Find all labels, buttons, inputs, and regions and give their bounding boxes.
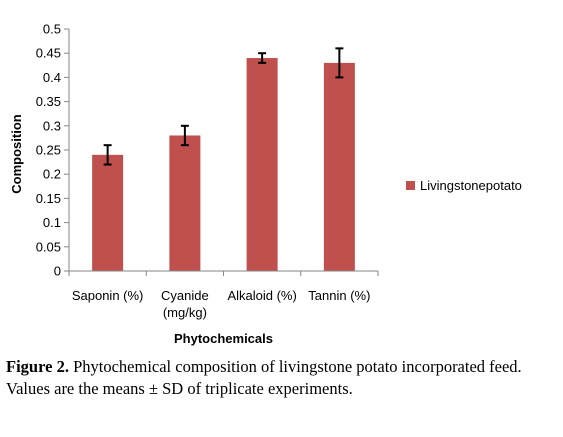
legend: Livingstonepotato [406,178,522,193]
y-tick-label: 0.1 [43,215,61,230]
x-tick-label: Tannin (%) [308,288,370,303]
y-tick-label: 0.3 [43,118,61,133]
y-tick-label: 0.25 [36,143,61,158]
y-tick-label: 0.05 [36,239,61,254]
caption-label: Figure 2. [6,357,69,376]
bars [92,58,355,271]
y-tick-label: 0.15 [36,191,61,206]
y-tick-label: 0.45 [36,46,61,61]
caption-text: Phytochemical composition of livingstone… [6,357,522,398]
y-tick-label: 0.5 [43,22,61,37]
bar [323,62,355,271]
bar [246,58,278,271]
x-axis-title: Phytochemicals [174,331,273,346]
bar [169,135,201,271]
legend-swatch [406,181,415,190]
x-tick-label: Cyanide (mg/kg) [161,288,209,320]
y-axis-ticks: 0 0.05 0.1 0.15 0.2 0.25 0.3 0.35 0.4 0.45 0.5 [36,22,69,279]
y-tick-label: 0.35 [36,94,61,109]
x-tick-label: Alkaloid (%) [227,288,296,303]
y-tick-label: 0.2 [43,167,61,182]
legend-label: Livingstonepotato [420,178,522,193]
bar-chart: 0 0.05 0.1 0.15 0.2 0.25 0.3 0.35 0.4 0.45 0.5 Sap… [9,22,522,347]
x-axis-ticks: Saponin (%) Cyanide (mg/kg) Alkaloid (%) Tan… [68,271,379,320]
figure-caption: Figure 2. Phytochemical composition of l… [6,356,554,400]
y-axis-title: Composition [9,114,24,193]
error-bars [103,47,344,166]
y-tick-label: 0 [54,264,61,279]
bar [92,154,124,271]
x-tick-label: Saponin (%) [72,288,144,303]
y-tick-label: 0.4 [43,70,61,85]
